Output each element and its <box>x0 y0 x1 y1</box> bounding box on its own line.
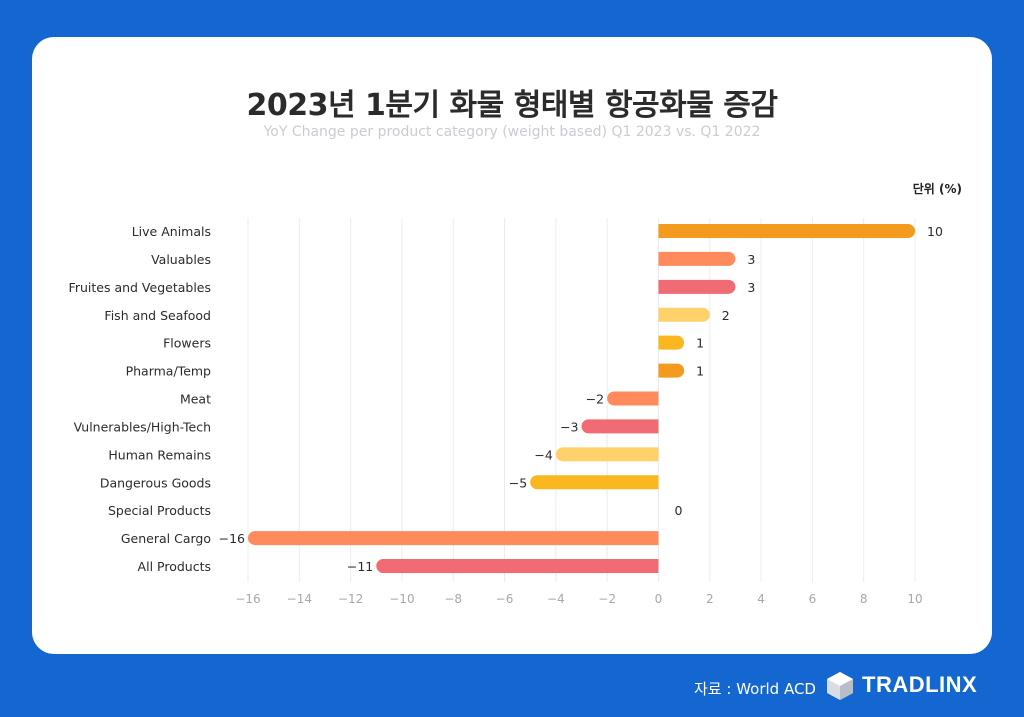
x-tick-label: −8 <box>444 592 462 606</box>
data-label: 1 <box>696 364 704 379</box>
data-label: 0 <box>674 503 682 518</box>
bar <box>376 559 659 573</box>
chart-title: 2023년 1분기 화물 형태별 항공화물 증감 <box>246 88 779 123</box>
category-label: Live Animals <box>132 224 211 239</box>
bar <box>658 363 685 378</box>
bar <box>530 475 659 490</box>
data-label: −16 <box>219 531 245 546</box>
category-label: All Products <box>138 559 211 574</box>
bar <box>658 307 710 322</box>
category-label: Pharma/Temp <box>126 364 211 379</box>
category-label: Special Products <box>108 503 211 518</box>
category-label: Dangerous Goods <box>100 475 211 490</box>
bar <box>581 419 659 434</box>
category-label: Fish and Seafood <box>104 308 211 323</box>
source-note: 자료 : World ACD <box>694 680 816 698</box>
bar <box>607 391 659 406</box>
data-label: 1 <box>696 336 704 351</box>
data-label: 2 <box>722 308 730 323</box>
data-label: 3 <box>747 252 755 267</box>
category-label: Flowers <box>163 336 211 351</box>
bar <box>658 251 736 266</box>
unit-label: 단위 (%) <box>912 182 962 196</box>
tradlinx-logo-icon <box>827 672 853 700</box>
category-label: Meat <box>180 392 211 407</box>
x-tick-label: −2 <box>598 592 616 606</box>
category-label: Fruites and Vegetables <box>69 280 211 295</box>
category-label: Vulnerables/High-Tech <box>74 419 211 434</box>
x-tick-label: 4 <box>757 592 765 606</box>
bar <box>248 531 659 546</box>
category-label: General Cargo <box>121 531 211 546</box>
chart-subtitle: YoY Change per product category (weight … <box>263 124 761 140</box>
data-label: −2 <box>586 392 604 407</box>
x-tick-label: 2 <box>706 592 714 606</box>
bar <box>658 224 915 238</box>
data-label: 3 <box>747 280 755 295</box>
x-tick-label: 8 <box>860 592 868 606</box>
data-label: 10 <box>927 224 943 239</box>
x-tick-label: 0 <box>655 592 663 606</box>
chart-card <box>32 37 992 654</box>
category-label: Valuables <box>151 252 211 267</box>
x-tick-label: −12 <box>338 592 363 606</box>
x-tick-label: −14 <box>287 592 312 606</box>
data-label: −11 <box>347 559 373 574</box>
x-tick-label: 10 <box>907 592 922 606</box>
x-tick-label: −4 <box>547 592 565 606</box>
brand-logo-text: TRADLINX <box>862 672 978 697</box>
data-label: −5 <box>509 475 527 490</box>
x-tick-label: −10 <box>389 592 414 606</box>
category-label: Human Remains <box>108 447 211 462</box>
data-label: −3 <box>560 419 578 434</box>
bar <box>658 335 685 350</box>
x-tick-label: −6 <box>496 592 514 606</box>
data-label: −4 <box>534 447 552 462</box>
bar <box>555 447 659 462</box>
bar <box>658 279 736 294</box>
x-tick-label: −16 <box>235 592 260 606</box>
x-tick-label: 6 <box>809 592 817 606</box>
